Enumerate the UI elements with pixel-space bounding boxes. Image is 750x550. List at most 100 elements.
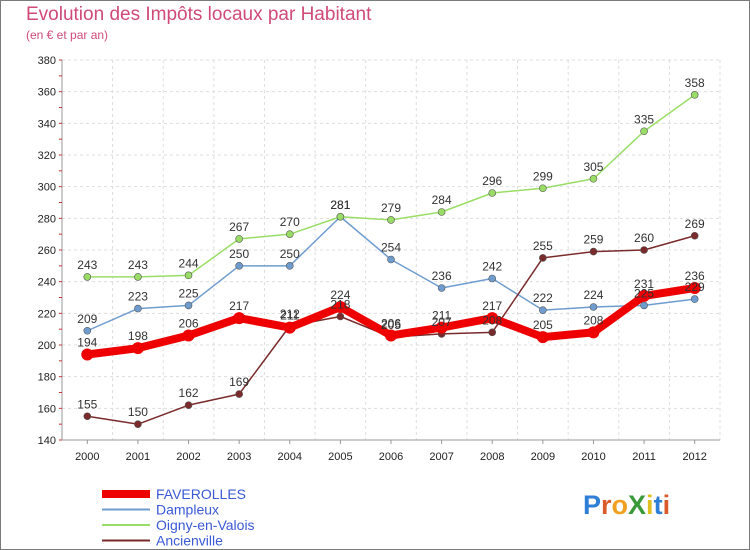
data-label: 236 (432, 269, 452, 283)
data-point (83, 412, 92, 421)
data-label: 150 (128, 405, 148, 419)
data-point (334, 301, 347, 313)
x-tick-label: 2002 (176, 451, 200, 463)
y-tick-label: 220 (38, 308, 56, 320)
logo-letter: o (611, 490, 629, 520)
data-label: 224 (330, 288, 350, 302)
data-label: 281 (330, 198, 350, 212)
data-label: 198 (128, 329, 148, 343)
x-tick-label: 2007 (429, 451, 453, 463)
data-label: 225 (179, 286, 199, 300)
logo-letter: r (601, 490, 612, 520)
data-label: 335 (634, 112, 654, 126)
data-point (587, 326, 600, 339)
data-label: 250 (229, 247, 249, 261)
data-label: 223 (128, 290, 148, 304)
data-point (336, 312, 345, 321)
data-point (336, 212, 345, 221)
data-point (640, 301, 648, 310)
data-point (638, 289, 651, 302)
data-point (539, 254, 547, 262)
y-tick-label: 260 (38, 245, 56, 257)
data-point (184, 301, 193, 310)
data-point (184, 271, 193, 280)
data-label: 222 (533, 291, 553, 305)
data-label: 217 (229, 299, 249, 313)
data-label: 206 (381, 317, 401, 331)
data-point (488, 328, 497, 337)
data-point (536, 331, 549, 344)
data-point (182, 329, 195, 342)
data-label: 208 (482, 313, 502, 327)
chart-title: Evolution des Impôts locaux par Habitant (26, 4, 372, 25)
data-label: 260 (634, 231, 654, 245)
y-tick-label: 320 (38, 150, 56, 162)
data-point (437, 208, 446, 216)
data-label: 259 (583, 233, 603, 247)
data-label: 267 (229, 220, 249, 234)
data-label: 281 (330, 198, 350, 212)
data-point (285, 262, 294, 270)
y-tick-label: 200 (38, 340, 56, 352)
data-label: 236 (685, 269, 705, 283)
data-label: 162 (179, 386, 199, 400)
logo-letter: X (628, 490, 647, 520)
data-label: 194 (77, 336, 97, 350)
logo-letter: i (662, 490, 671, 520)
data-label: 224 (583, 288, 603, 302)
y-tick-label: 140 (38, 435, 56, 447)
legend-label: FAVEROLLES (156, 486, 246, 502)
x-tick-label: 2010 (581, 451, 605, 463)
data-label: 225 (634, 286, 654, 300)
data-label: 243 (128, 258, 148, 272)
data-point (640, 127, 648, 136)
data-label: 211 (280, 309, 299, 323)
x-tick-label: 2003 (227, 451, 251, 463)
data-label: 269 (685, 217, 705, 231)
x-tick-label: 2004 (278, 451, 302, 463)
data-label: 217 (482, 299, 502, 313)
data-label: 231 (634, 277, 654, 291)
data-label: 155 (77, 397, 97, 411)
x-tick-label: 2001 (126, 451, 150, 463)
data-label: 243 (77, 258, 97, 272)
data-label: 212 (280, 307, 300, 321)
y-tick-label: 240 (38, 277, 56, 289)
chart-subtitle: (en € et par an) (26, 28, 109, 42)
data-point (589, 303, 598, 311)
y-tick-label: 160 (38, 403, 56, 415)
data-label: 206 (179, 317, 199, 331)
data-label: 279 (381, 201, 401, 215)
x-tick-label: 2012 (682, 451, 706, 463)
x-tick-label: 2005 (328, 451, 352, 463)
data-point (437, 284, 446, 292)
data-point (539, 306, 547, 314)
data-label: 207 (432, 315, 452, 329)
data-point (184, 401, 193, 409)
data-point (486, 312, 499, 325)
x-tick-label: 2008 (480, 451, 504, 463)
legend-label: Ancienville (156, 533, 223, 549)
data-point (589, 174, 598, 183)
data-point (83, 273, 92, 281)
y-tick-label: 300 (38, 182, 56, 194)
data-label: 205 (381, 318, 401, 332)
data-point (233, 312, 246, 325)
data-point (235, 390, 243, 398)
data-point (134, 420, 142, 428)
y-tick-label: 180 (38, 372, 56, 384)
data-point (488, 274, 497, 283)
data-label: 296 (482, 174, 502, 188)
data-point (690, 91, 699, 99)
data-label: 211 (432, 309, 451, 323)
data-label: 358 (685, 76, 705, 90)
data-point (690, 231, 699, 240)
data-label: 169 (229, 375, 249, 389)
data-point (81, 348, 94, 361)
data-point (235, 235, 243, 243)
data-label: 284 (432, 193, 452, 207)
logo-letter: t (653, 490, 663, 520)
data-point (387, 255, 395, 264)
data-label: 299 (533, 169, 553, 183)
